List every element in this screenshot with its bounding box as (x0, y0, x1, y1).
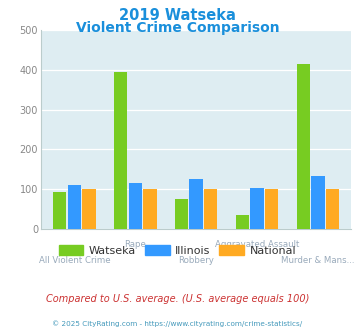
Bar (311, 176, 325, 229)
Text: Violent Crime Comparison: Violent Crime Comparison (76, 21, 279, 35)
Bar (175, 199, 188, 229)
Bar (236, 215, 249, 229)
Bar (82, 189, 95, 229)
Text: 2019 Watseka: 2019 Watseka (119, 8, 236, 23)
Bar (129, 182, 142, 229)
Text: Rape: Rape (124, 241, 146, 249)
Bar (114, 72, 127, 229)
Bar (53, 192, 66, 229)
Bar (204, 189, 218, 229)
Bar (265, 189, 278, 229)
Text: Aggravated Assault: Aggravated Assault (215, 241, 299, 249)
Bar (143, 189, 157, 229)
Bar (67, 185, 81, 229)
Legend: Watseka, Illinois, National: Watseka, Illinois, National (55, 240, 300, 260)
Bar (326, 189, 339, 229)
Bar (190, 180, 203, 229)
Bar (250, 188, 264, 229)
Bar (297, 64, 310, 229)
Text: © 2025 CityRating.com - https://www.cityrating.com/crime-statistics/: © 2025 CityRating.com - https://www.city… (53, 320, 302, 327)
Text: Compared to U.S. average. (U.S. average equals 100): Compared to U.S. average. (U.S. average … (46, 294, 309, 304)
Text: Robbery: Robbery (178, 256, 214, 265)
Text: All Violent Crime: All Violent Crime (38, 256, 110, 265)
Text: Murder & Mans...: Murder & Mans... (281, 256, 355, 265)
